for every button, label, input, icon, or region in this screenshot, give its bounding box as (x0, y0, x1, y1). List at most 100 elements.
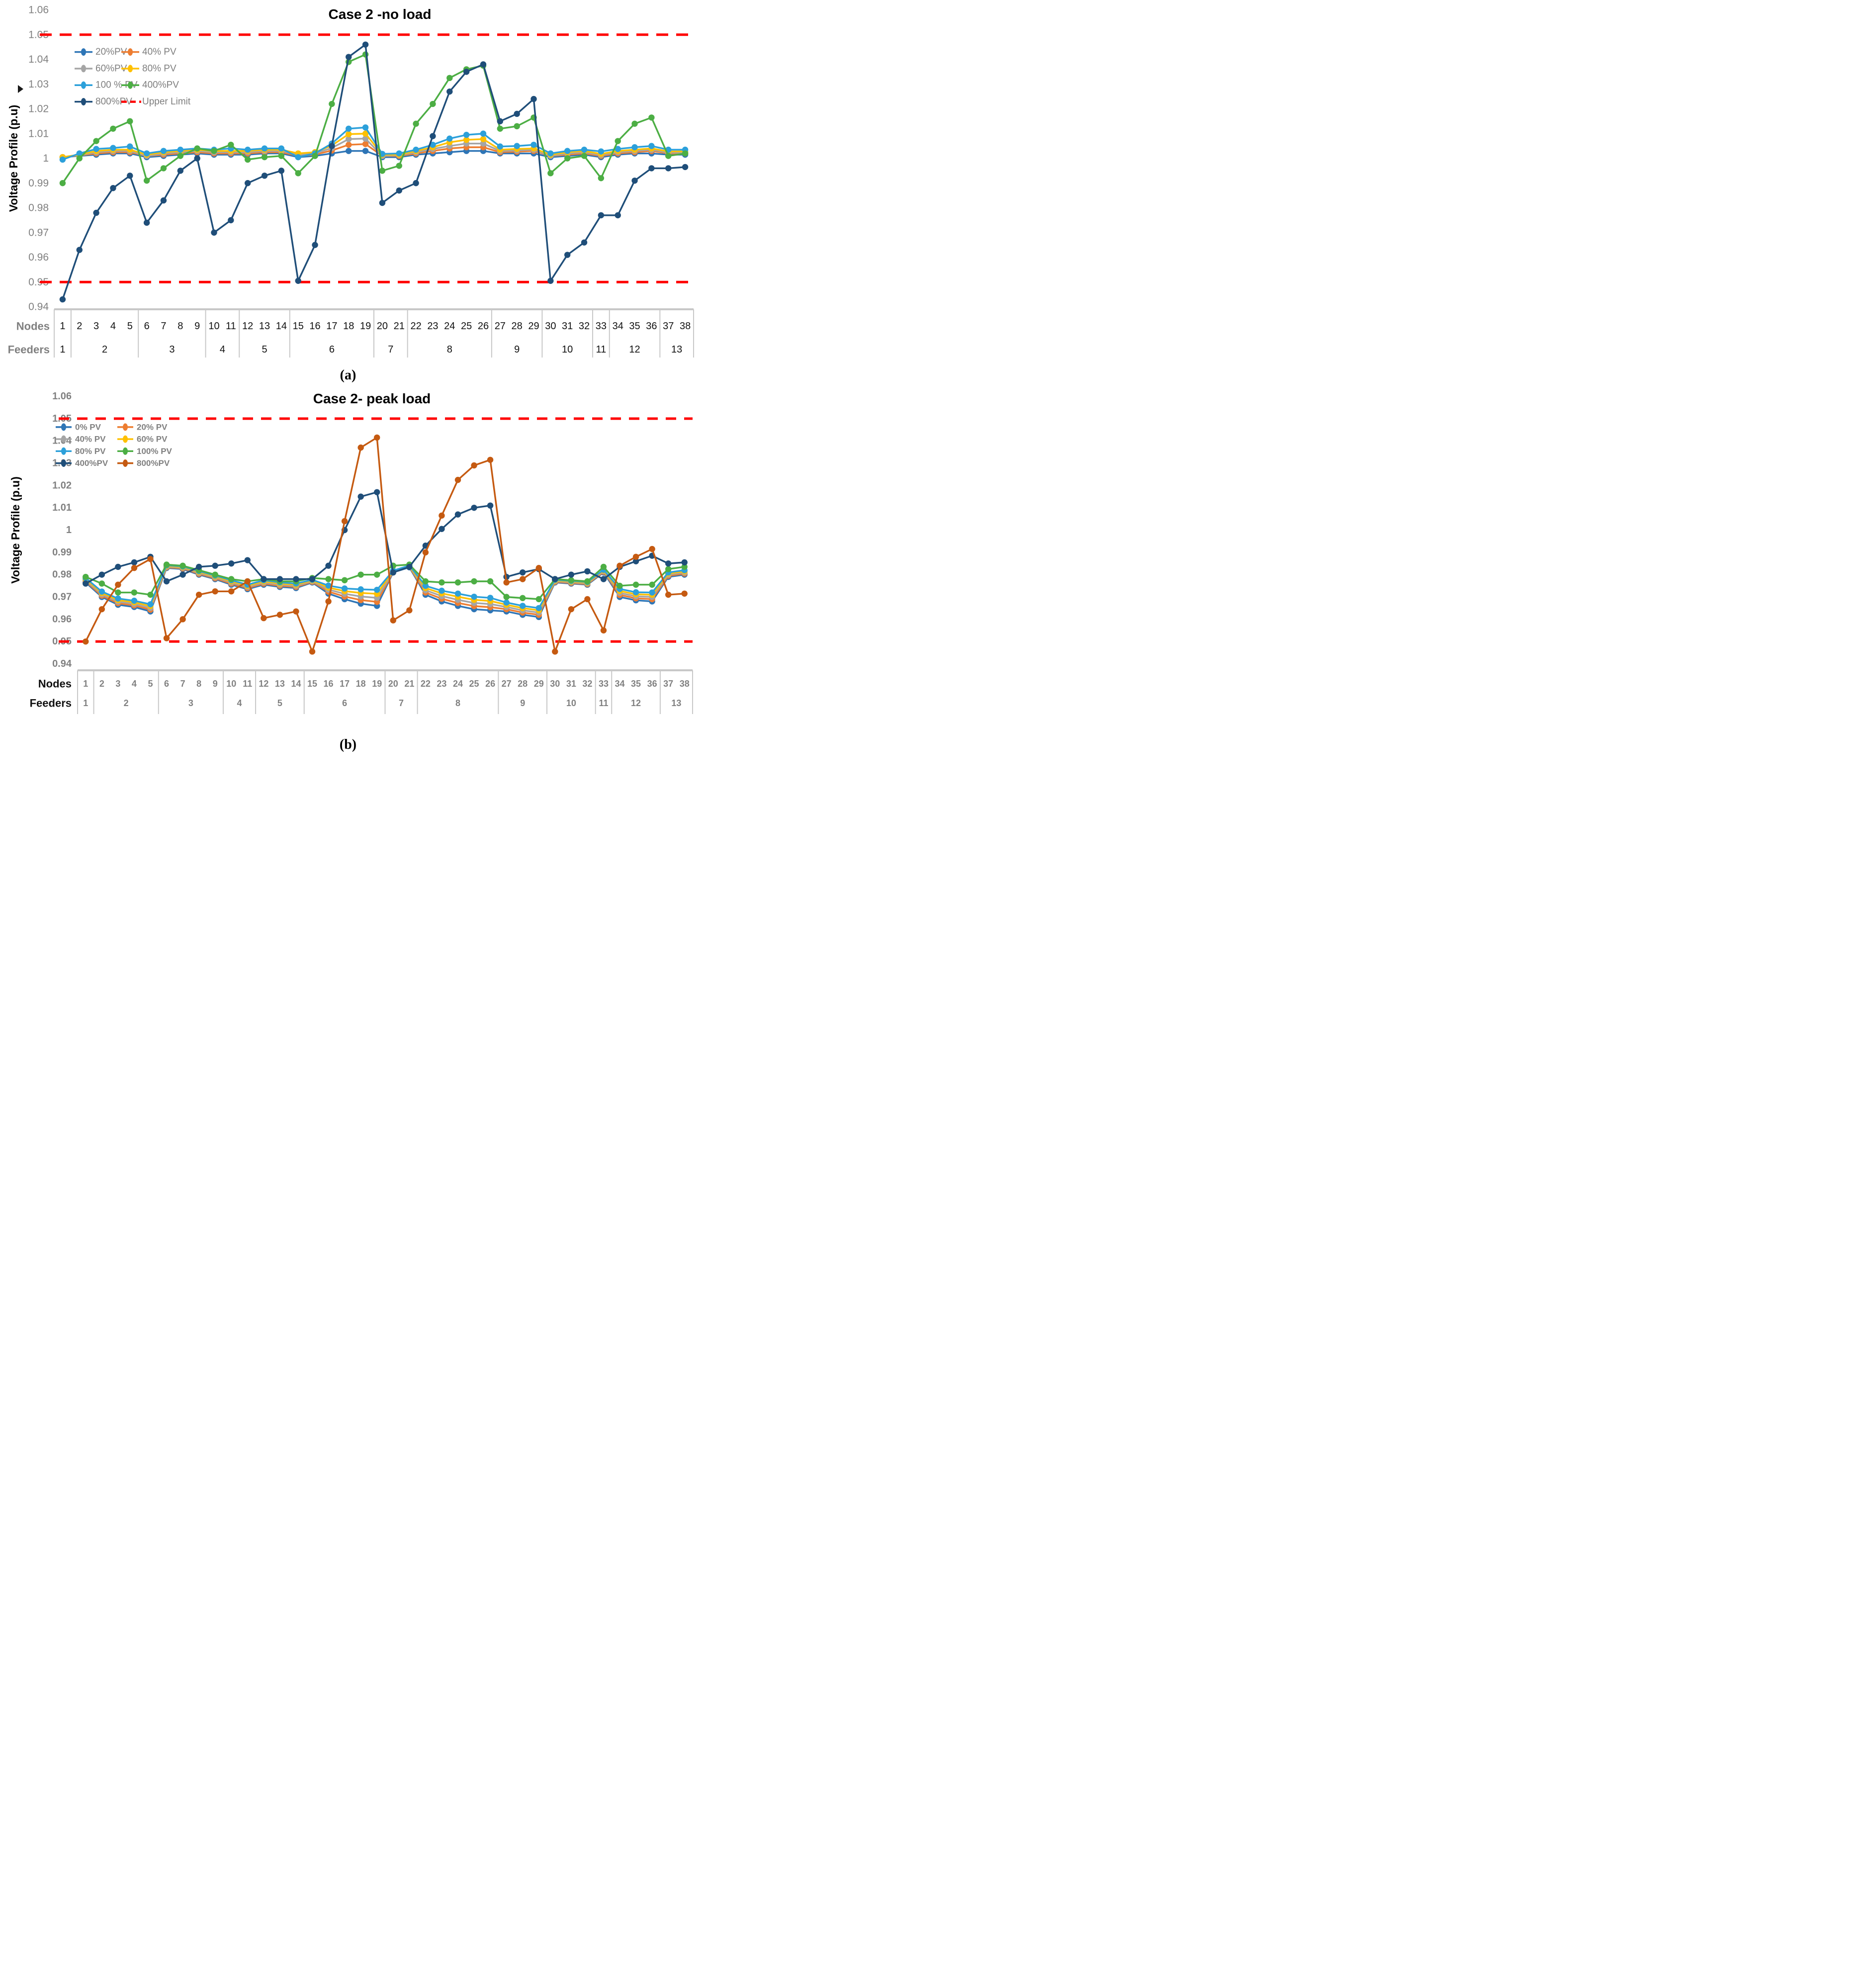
data-point-marker (160, 165, 167, 172)
node-label: 25 (461, 321, 472, 332)
data-point-marker (463, 136, 470, 143)
y-tick-label: 0.98 (52, 569, 72, 580)
node-label: 14 (291, 679, 301, 689)
node-label: 9 (194, 321, 200, 332)
node-label: 21 (394, 321, 405, 332)
data-point-marker (535, 596, 542, 603)
legend-item: 0% PV (56, 422, 101, 432)
data-point-marker (547, 170, 554, 177)
data-point-marker (632, 589, 639, 596)
data-point-marker (503, 599, 510, 606)
y-tick-label: 1.01 (52, 502, 72, 513)
feeders-row-label: Feeders (30, 697, 72, 710)
data-point-marker (519, 595, 526, 601)
data-point-marker (98, 606, 105, 613)
series-800%PV (83, 434, 688, 655)
y-tick-label: 0.94 (52, 658, 72, 669)
legend-marker-sample (61, 423, 66, 431)
legend-item: 800%PV (117, 458, 170, 468)
data-point-marker (278, 145, 285, 152)
feeder-label: 3 (188, 698, 193, 708)
data-point-marker (564, 155, 571, 162)
series-400%PV (59, 51, 689, 186)
node-label: 3 (93, 321, 99, 332)
data-point-marker (143, 219, 150, 226)
legend-marker-sample (81, 65, 86, 73)
node-label: 36 (646, 321, 657, 332)
data-point-marker (422, 582, 429, 589)
node-label: 28 (518, 679, 528, 689)
y-tick-label: 1.06 (52, 391, 72, 402)
data-point-marker (471, 593, 477, 600)
legend-item: 100 % PV (75, 80, 138, 90)
legend-item-label: 0% PV (75, 422, 101, 432)
data-point-marker (346, 148, 352, 154)
data-point-marker (649, 589, 655, 596)
data-point-marker (648, 143, 655, 149)
feeder-label: 2 (102, 344, 107, 355)
data-point-marker (261, 576, 267, 582)
data-point-marker (497, 143, 504, 150)
data-point-marker (278, 153, 285, 159)
data-point-marker (76, 247, 83, 253)
data-point-marker (535, 605, 542, 612)
data-point-marker (617, 582, 623, 589)
data-point-marker (195, 591, 202, 598)
node-label: 15 (307, 679, 317, 689)
data-point-marker (600, 627, 607, 633)
data-point-marker (480, 140, 487, 147)
data-point-marker (228, 560, 235, 567)
node-label: 27 (502, 679, 512, 689)
data-point-marker (430, 133, 436, 139)
data-point-marker (430, 100, 436, 107)
legend: 0% PV 20% PV 40% PV 60% PV 80% PV 100% PV 400%… (56, 422, 173, 468)
data-point-marker (471, 462, 477, 469)
data-point-marker (212, 588, 218, 595)
node-label: 19 (372, 679, 382, 689)
legend-marker-sample (61, 447, 66, 455)
legend-item: 40% PV (121, 47, 176, 57)
data-point-marker (649, 545, 655, 552)
y-tick-label: 1.05 (28, 29, 49, 40)
y-tick-label: 0.99 (28, 178, 49, 189)
node-label: 1 (83, 679, 88, 689)
node-label: 13 (259, 321, 270, 332)
legend-item-label: 400%PV (142, 80, 179, 90)
node-label: 12 (259, 679, 268, 689)
legend-item: 400%PV (56, 458, 108, 468)
data-point-marker (244, 156, 251, 163)
data-point-marker (584, 596, 591, 603)
data-point-marker (615, 146, 621, 152)
data-point-marker (341, 585, 348, 592)
feeder-label: 8 (447, 344, 452, 355)
chart-b-canvas: Case 2- peak load1.061.051.041.031.021.0… (9, 391, 693, 714)
data-point-marker (454, 511, 461, 518)
series-100% PV (83, 561, 688, 603)
feeder-label: 5 (262, 344, 267, 355)
data-point-marker (115, 589, 121, 596)
node-label: 15 (293, 321, 304, 332)
data-point-marker (514, 143, 520, 149)
caption-a: (a) (340, 367, 356, 383)
data-point-marker (127, 118, 133, 125)
data-point-marker (600, 563, 607, 570)
data-point-marker (115, 563, 121, 570)
legend-item: 60%PV (75, 63, 127, 74)
node-label: 28 (512, 321, 523, 332)
node-label: 33 (599, 679, 609, 689)
data-point-marker (514, 123, 520, 130)
y-tick-label: 1.06 (28, 4, 49, 16)
data-point-marker (632, 558, 639, 564)
data-point-marker (632, 553, 639, 560)
legend-item: 20%PV (75, 47, 127, 57)
data-point-marker (244, 578, 251, 585)
data-point-marker (341, 518, 348, 525)
legend-marker-sample (128, 81, 133, 89)
data-point-marker (681, 563, 688, 570)
data-point-marker (163, 635, 170, 641)
node-label: 22 (410, 321, 421, 332)
data-point-marker (379, 168, 386, 174)
data-point-marker (295, 277, 301, 284)
data-point-marker (110, 125, 116, 132)
data-point-marker (278, 168, 285, 174)
